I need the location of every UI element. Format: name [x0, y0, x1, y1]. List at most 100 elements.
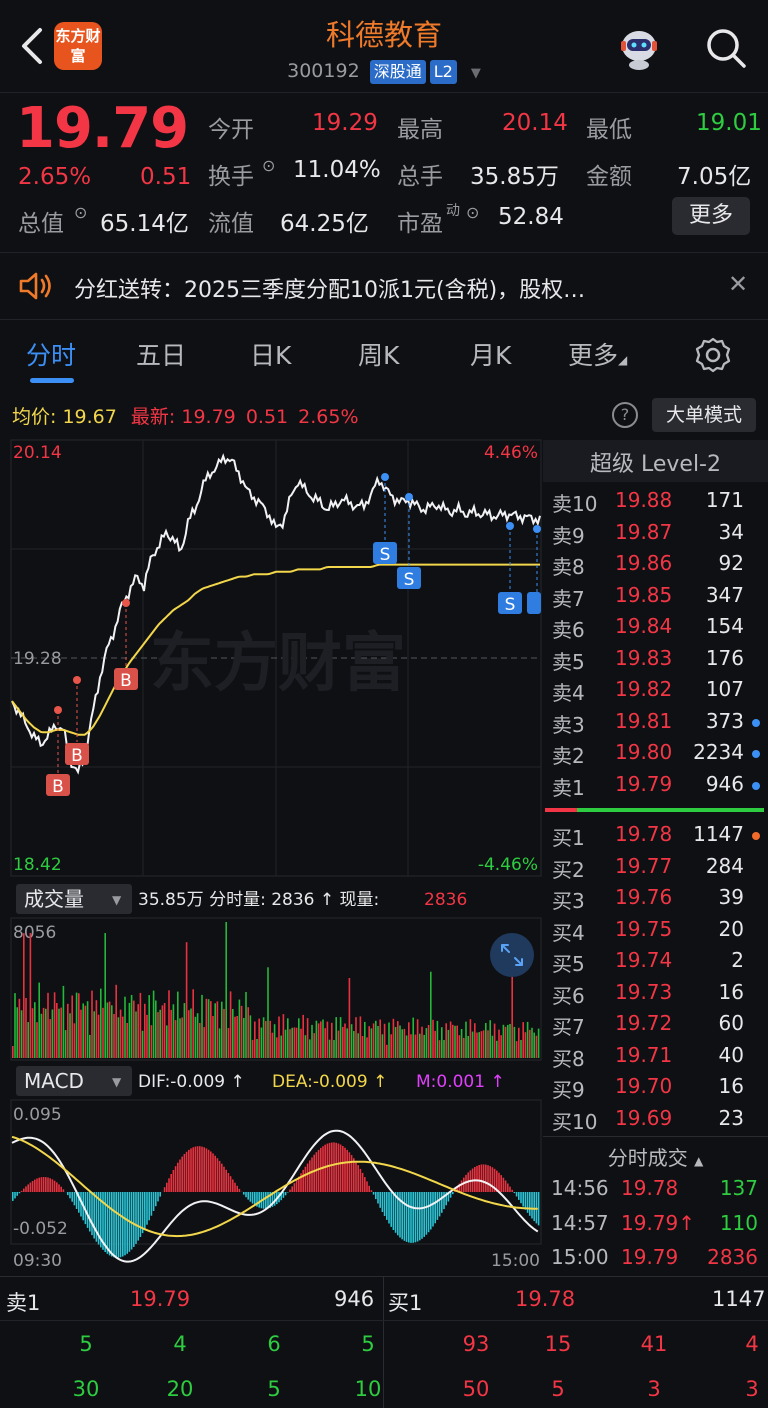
tab-five-day[interactable]: 五日 [136, 341, 187, 370]
assistant-robot-icon[interactable] [614, 24, 664, 72]
tab-intraday[interactable]: 分时 [26, 341, 77, 370]
volume-bar [240, 1005, 243, 1058]
bottom-ask-price: 19.79 [130, 1287, 191, 1311]
macd-bar [104, 1192, 106, 1252]
volume-bar [522, 1022, 524, 1058]
volume-bar [78, 993, 80, 1058]
order-row[interactable]: 买5 19.74 2 [543, 946, 768, 978]
order-row[interactable]: 买7 19.72 60 [543, 1009, 768, 1041]
volume-bar [502, 1024, 505, 1058]
macd-bar [500, 1175, 502, 1192]
tick-vol: 137 [719, 1176, 758, 1200]
level2-header[interactable] [543, 440, 768, 482]
order-row[interactable]: 卖7 19.85 347 [543, 581, 768, 613]
big-order-mode-button[interactable]: 大单模式 [652, 398, 756, 432]
volume-bar [293, 1027, 296, 1058]
order-row[interactable]: 买2 19.77 284 [543, 852, 768, 884]
order-price: 19.76 [615, 885, 673, 909]
more-button[interactable]: 更多 [672, 197, 750, 235]
order-row[interactable]: 买3 19.76 39 [543, 883, 768, 915]
stock-code-line[interactable]: 300192 深股通 L2 ▼ [0, 60, 768, 84]
info-icon[interactable]: ⊙ [74, 203, 88, 222]
tab-more[interactable]: 更多◢ [568, 341, 628, 370]
buy-marker[interactable]: B [65, 676, 89, 766]
macd-bar [379, 1192, 381, 1208]
order-row[interactable]: 买1 19.78 1147 [543, 820, 768, 852]
order-label: 卖7 [552, 586, 585, 611]
order-row[interactable]: 卖2 19.80 2234 [543, 738, 768, 770]
sell-marker[interactable] [527, 525, 541, 614]
order-row[interactable]: 卖6 19.84 154 [543, 612, 768, 644]
macd-bar [199, 1146, 201, 1192]
order-row[interactable]: 卖5 19.83 176 [543, 644, 768, 676]
macd-bar [58, 1184, 60, 1192]
buy-marker[interactable]: B [46, 706, 70, 797]
order-row[interactable]: 买4 19.75 20 [543, 915, 768, 947]
volume-bar [535, 1035, 538, 1058]
buy-marker[interactable]: B [114, 599, 138, 691]
notice-bar[interactable] [0, 252, 768, 320]
tab-weekly-k[interactable]: 周K [358, 341, 400, 370]
back-arrow-icon[interactable] [14, 24, 50, 68]
volume-bar [348, 978, 351, 1058]
info-icon[interactable]: ⊙ [262, 156, 276, 175]
sell-marker[interactable]: S [397, 493, 421, 590]
gear-icon[interactable] [694, 336, 732, 374]
volume-bar [25, 998, 27, 1058]
macd-bar [181, 1156, 183, 1192]
volume-bar [93, 1011, 95, 1058]
big-order-dot [752, 718, 760, 727]
volume-bar [416, 1019, 419, 1058]
search-icon[interactable] [704, 26, 748, 70]
intraday-chart[interactable]: 东方财富 20.14 19.28 18.42 4.46% -4.46% B B … [0, 436, 768, 1276]
order-row[interactable]: 卖1 19.79 946 [543, 770, 768, 802]
volume-bar [106, 1002, 109, 1058]
close-icon[interactable]: ✕ [728, 270, 749, 298]
info-icon[interactable]: ⊙ [466, 203, 480, 222]
macd-bar [269, 1192, 271, 1208]
volume-bar [47, 992, 49, 1058]
sell-marker[interactable]: S [373, 473, 397, 565]
volume-bar [199, 1023, 201, 1058]
macd-bar [16, 1192, 18, 1196]
order-row[interactable]: 买6 19.73 16 [543, 978, 768, 1010]
volume-bar [124, 996, 126, 1058]
macd-bar [443, 1192, 445, 1210]
order-row[interactable]: 卖10 19.88 171 [543, 486, 768, 518]
order-row[interactable]: 买8 19.71 40 [543, 1041, 768, 1073]
volume-bar [135, 1011, 137, 1058]
divider [543, 1136, 768, 1137]
macd-bar [328, 1142, 331, 1192]
macd-bar [14, 1192, 16, 1199]
volume-bar [390, 1034, 392, 1058]
order-row[interactable]: 买10 19.69 23 [543, 1104, 768, 1136]
macd-bar [60, 1186, 62, 1192]
order-row[interactable]: 买9 19.70 16 [543, 1072, 768, 1104]
order-label: 卖1 [552, 775, 585, 800]
macd-bar [394, 1192, 397, 1233]
order-row[interactable]: 卖8 19.86 92 [543, 549, 768, 581]
svg-text:B: B [52, 777, 64, 797]
order-row[interactable]: 卖4 19.82 107 [543, 675, 768, 707]
macd-bar [476, 1165, 478, 1192]
ticks-title[interactable]: 分时成交 ▲ [607, 1146, 704, 1170]
macd-bar [421, 1192, 423, 1239]
order-row[interactable]: 卖3 19.81 373 [543, 707, 768, 739]
order-label: 买10 [552, 1109, 598, 1134]
expand-icon[interactable] [490, 933, 534, 977]
order-label: 卖10 [552, 492, 598, 516]
macd-bar [302, 1169, 304, 1192]
bottom-cell: 3 [745, 1377, 759, 1401]
macd-selector[interactable] [16, 1066, 132, 1096]
volume-bar [366, 1037, 368, 1058]
tab-monthly-k[interactable]: 月K [470, 341, 512, 370]
volume-selector[interactable] [16, 884, 132, 914]
volume-bar [267, 967, 269, 1058]
macd-bar [194, 1146, 197, 1192]
macd-bar [392, 1192, 395, 1230]
tab-daily-k[interactable]: 日K [250, 341, 292, 370]
sell-marker[interactable]: S [498, 522, 522, 615]
order-row[interactable]: 卖9 19.87 34 [543, 518, 768, 550]
help-icon[interactable]: ? [612, 402, 638, 428]
macd-bar [315, 1152, 318, 1192]
